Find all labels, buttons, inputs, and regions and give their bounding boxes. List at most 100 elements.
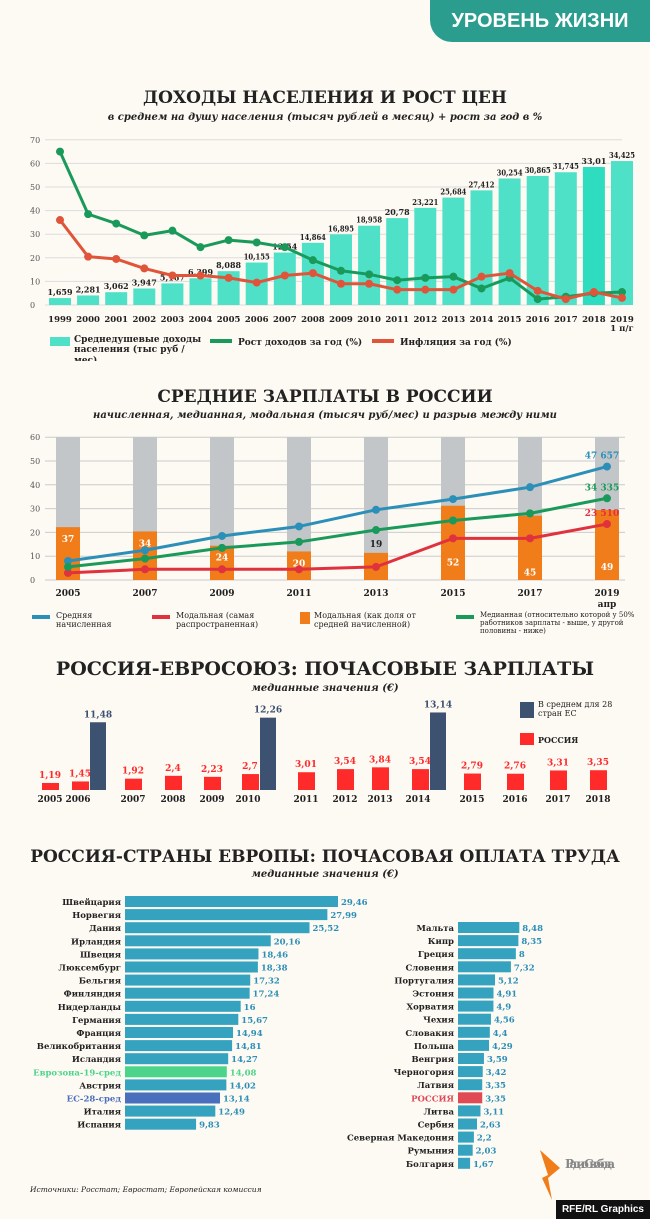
series-line-0-point — [393, 276, 402, 285]
series-line-1-point — [218, 565, 226, 574]
legend-label: Модальная (самая распространенная) — [176, 611, 259, 630]
y-tick: 0 — [30, 576, 35, 585]
country-label: Португалия — [394, 976, 454, 986]
russia-bar — [372, 767, 389, 790]
russia-bar — [507, 773, 524, 790]
income-bar — [49, 298, 71, 305]
end-label: 34 335 — [585, 483, 619, 493]
income-bar — [358, 225, 381, 305]
country-label: Норвегия — [72, 911, 121, 921]
credit-label: RFE/RL Graphics — [555, 1200, 650, 1219]
bar-label: 3,31 — [547, 758, 569, 768]
series-line-0-point — [141, 546, 149, 555]
country-bar — [458, 987, 494, 999]
x-tick: 2015 — [498, 315, 522, 325]
series-line-1-point — [224, 273, 233, 282]
value-label: 8 — [519, 950, 525, 960]
country-label: Кипр — [428, 937, 454, 947]
legend-label-box: Среднедушевые доходы населения (тыс руб … — [74, 335, 201, 361]
x-tick: 2017 — [545, 795, 570, 805]
y-tick: 30 — [30, 230, 40, 239]
series-line-0-point — [308, 256, 317, 265]
end-label: 23 510 — [585, 509, 619, 519]
series-line-2-point — [372, 526, 380, 535]
x-tick: 2007 — [120, 795, 145, 805]
value-label: 14,81 — [235, 1042, 262, 1052]
bar-label: 31,745 — [553, 162, 579, 172]
country-bar — [458, 1157, 471, 1169]
y-tick: 30 — [30, 505, 40, 514]
country-label: Болгария — [406, 1160, 454, 1170]
series-line-0-point — [196, 243, 205, 252]
country-label: Словакия — [405, 1029, 454, 1039]
x-tick: 2014 — [470, 315, 494, 325]
series-line-1-point — [196, 271, 205, 280]
x-tick: 2011 — [286, 589, 311, 599]
value-label: 2,03 — [476, 1147, 497, 1157]
country-bar — [125, 1000, 241, 1012]
income-bar — [133, 288, 156, 305]
russia-bar — [125, 778, 142, 790]
country-label: Черногория — [394, 1068, 454, 1078]
series-line-1-point — [603, 520, 611, 529]
series-line-1-point — [449, 534, 457, 543]
country-label: Эстония — [412, 990, 454, 1000]
income-bar — [77, 295, 100, 305]
country-bar — [458, 1105, 481, 1117]
series-line-0-point — [365, 270, 374, 279]
legend-label: В среднем для 28 стран ЕС — [538, 700, 613, 719]
income-bar — [386, 218, 409, 305]
x-tick: 2013 — [363, 589, 388, 599]
value-label: 4,9 — [496, 1003, 511, 1013]
value-label: 4,29 — [492, 1042, 513, 1052]
country-bar — [125, 974, 251, 986]
russia-bar — [42, 782, 59, 790]
country-bar — [125, 1118, 197, 1130]
russia-bar — [550, 770, 567, 790]
value-label: 15,67 — [241, 1016, 268, 1026]
x-tick: 2019 — [610, 315, 634, 325]
series-line-0-point — [449, 272, 458, 281]
country-bar — [458, 1039, 490, 1051]
russia-bar — [298, 772, 315, 790]
country-label: Сербия — [418, 1120, 454, 1131]
country-label: Латвия — [417, 1081, 454, 1091]
bar-label: 3,54 — [334, 757, 356, 767]
series-line-1-point — [365, 279, 374, 288]
bar-label: 14,864 — [300, 233, 326, 243]
series-line-0-point — [421, 273, 430, 282]
chart3-subtitle: медианные значения (€) — [251, 683, 399, 694]
x-tick: 2007 — [273, 315, 297, 325]
series-line-2-point — [295, 537, 303, 546]
country-label: Северная Македония — [347, 1134, 454, 1144]
series-line-0-point — [140, 231, 149, 240]
country-bar — [458, 1026, 490, 1038]
series-line-0-point — [168, 226, 177, 235]
series-line-2-point — [64, 562, 72, 571]
radio-svoboda-logo-icon — [540, 1150, 560, 1200]
bar-label: 24 — [216, 554, 229, 564]
legend-label-box: Модальная (как доля от средней начисленн… — [314, 611, 416, 630]
series-line-0 — [67, 465, 608, 563]
bar-label: 2,4 — [165, 764, 181, 774]
bar-label: 49 — [601, 563, 614, 573]
value-label: 8,35 — [521, 937, 542, 947]
country-bar — [125, 1105, 216, 1117]
bar-label: 23,221 — [412, 198, 438, 208]
country-label: Швейцария — [62, 897, 121, 908]
modal-share-bar — [518, 515, 542, 580]
country-bar — [458, 961, 511, 973]
x-tick: 2017 — [517, 589, 542, 599]
value-label: 3,35 — [485, 1081, 506, 1091]
value-label: 5,12 — [498, 976, 519, 986]
bar-label: 52 — [447, 559, 460, 569]
series-line-1 — [67, 522, 608, 575]
value-label: 4,91 — [496, 990, 517, 1000]
x-tick: 2010 — [235, 795, 260, 805]
series-line-1-point — [84, 252, 93, 261]
x-tick: 2011 — [385, 315, 409, 325]
bar-label: 20 — [293, 559, 306, 569]
legend-label: Модальная (как доля от средней начисленн… — [314, 611, 416, 630]
country-label: Ирландия — [71, 937, 121, 947]
x-tick: 2013 — [367, 795, 392, 805]
